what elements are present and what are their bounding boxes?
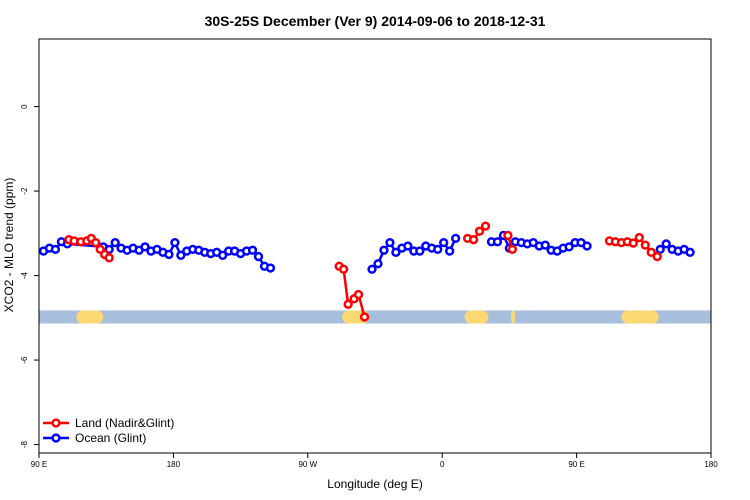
data-point <box>104 253 114 263</box>
x-tick-label: 90 E <box>31 460 47 469</box>
legend-marker <box>51 433 61 443</box>
data-point <box>50 244 61 255</box>
x-tick-label: 180 <box>704 460 718 469</box>
data-point <box>474 226 485 236</box>
data-point <box>480 221 491 231</box>
data-point <box>646 247 656 257</box>
data-point <box>540 240 550 250</box>
data-point <box>492 237 503 247</box>
data-point <box>343 299 353 309</box>
data-point <box>661 239 671 249</box>
data-point <box>564 242 574 252</box>
data-point <box>140 242 150 252</box>
data-point <box>582 241 592 251</box>
data-point <box>415 246 425 256</box>
x-tick-label: 180 <box>167 460 181 469</box>
y-tick-label: -6 <box>20 356 29 364</box>
data-point <box>91 237 101 248</box>
data-point <box>655 244 665 255</box>
y-tick-label: -2 <box>20 187 29 195</box>
y-axis-label: XCO2 - MLO trend (ppm) <box>2 178 16 313</box>
y-tick-label: 0 <box>20 104 29 109</box>
data-point <box>450 233 461 244</box>
data-point <box>265 263 276 273</box>
data-point <box>640 240 650 250</box>
data-point <box>403 241 413 251</box>
land-band-segment <box>510 310 516 324</box>
data-point <box>338 264 349 274</box>
data-point <box>628 238 638 248</box>
data-point <box>110 237 120 248</box>
data-point <box>353 289 364 300</box>
data-point <box>503 230 513 241</box>
data-point <box>439 237 449 248</box>
data-point <box>652 251 662 262</box>
data-point <box>367 264 377 274</box>
data-point <box>634 232 644 243</box>
data-point <box>170 237 180 248</box>
x-tick-label: 90 W <box>298 460 317 469</box>
data-point <box>373 259 383 269</box>
series-layer <box>38 221 695 322</box>
data-point <box>164 249 174 260</box>
data-point <box>468 235 479 245</box>
legend-label: Land (Nadir&Glint) <box>75 416 174 430</box>
data-point <box>379 245 389 255</box>
data-point <box>385 237 395 248</box>
land-band-segment <box>621 310 659 324</box>
data-point <box>445 246 455 256</box>
data-point <box>247 245 258 255</box>
ocean-band <box>39 310 711 324</box>
data-point <box>391 247 401 257</box>
land-band-segment <box>76 310 104 324</box>
data-point <box>507 244 518 255</box>
data-point <box>176 250 186 260</box>
data-point <box>433 244 443 255</box>
legend-label: Ocean (Glint) <box>75 431 146 445</box>
x-tick-label: 90 E <box>568 460 584 469</box>
data-point <box>359 312 370 322</box>
data-point <box>253 251 264 262</box>
x-tick-label: 0 <box>440 460 445 469</box>
land-ocean-band <box>39 310 711 324</box>
axes: 90 E 180 90 W 0 90 E 180 0 -2 -4 -6 -8 <box>20 38 718 469</box>
data-point <box>685 247 695 257</box>
legend: Land (Nadir&Glint)Ocean (Glint) <box>43 416 174 445</box>
data-point <box>218 250 228 260</box>
legend-marker <box>51 418 61 428</box>
land-band-segment <box>464 310 489 324</box>
plot-frame <box>38 38 712 454</box>
x-axis-label: Longitude (deg E) <box>327 477 422 491</box>
chart-title: 30S-25S December (Ver 9) 2014-09-06 to 2… <box>205 13 546 29</box>
y-tick-label: -4 <box>20 271 29 279</box>
y-tick-label: -8 <box>20 440 29 448</box>
